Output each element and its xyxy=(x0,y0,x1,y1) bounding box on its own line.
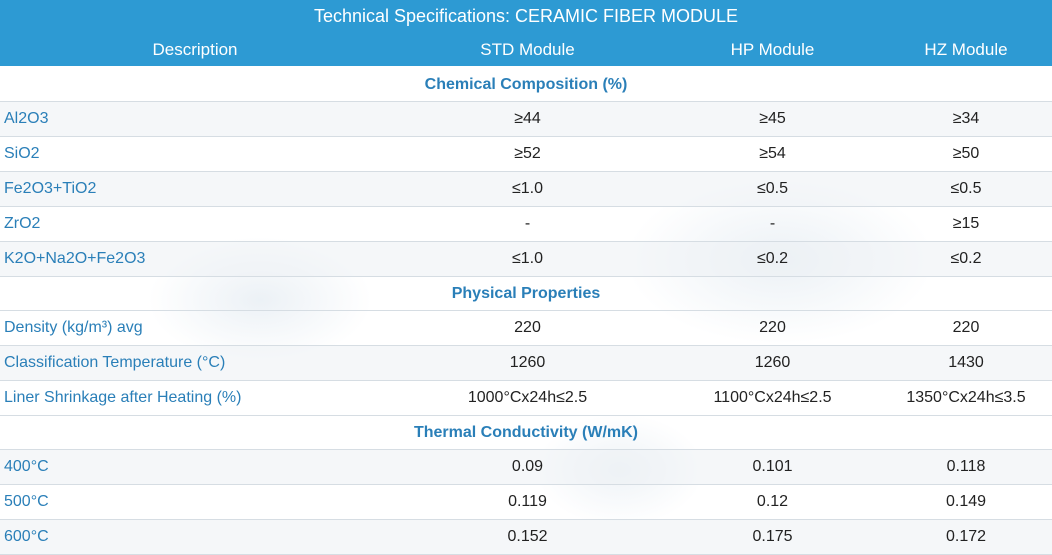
cell-hp: 0.101 xyxy=(665,449,880,485)
section-heading-row: Thermal Conductivity (W/mK) xyxy=(0,415,1052,450)
section-heading: Chemical Composition (%) xyxy=(0,67,1052,102)
cell-hp: 0.12 xyxy=(665,484,880,520)
table-title: Technical Specifications: CERAMIC FIBER … xyxy=(0,0,1052,33)
cell-std: ≥52 xyxy=(390,136,665,172)
row-description: 400°C xyxy=(0,449,390,485)
column-header-row: Description STD Module HP Module HZ Modu… xyxy=(0,33,1052,67)
row-description: Fe2O3+TiO2 xyxy=(0,171,390,207)
cell-std: 0.152 xyxy=(390,519,665,555)
cell-std: ≤1.0 xyxy=(390,171,665,207)
section-heading: Physical Properties xyxy=(0,276,1052,311)
cell-hz: 220 xyxy=(880,310,1052,346)
section-heading-row: Physical Properties xyxy=(0,276,1052,311)
table-row: Al2O3 ≥44 ≥45 ≥34 xyxy=(0,101,1052,137)
cell-std: 1000°Cx24h≤2.5 xyxy=(390,380,665,416)
cell-hz: ≥50 xyxy=(880,136,1052,172)
cell-hp: 220 xyxy=(665,310,880,346)
cell-std: - xyxy=(390,206,665,242)
table-row: Liner Shrinkage after Heating (%) 1000°C… xyxy=(0,380,1052,416)
cell-hp: - xyxy=(665,206,880,242)
row-description: SiO2 xyxy=(0,136,390,172)
row-description: 600°C xyxy=(0,519,390,555)
column-header-description: Description xyxy=(0,33,390,67)
cell-hp: 0.175 xyxy=(665,519,880,555)
cell-hz: 1430 xyxy=(880,345,1052,381)
section-heading-row: Chemical Composition (%) xyxy=(0,67,1052,102)
cell-hp: ≤0.2 xyxy=(665,241,880,277)
cell-hz: ≥34 xyxy=(880,101,1052,137)
cell-hp: ≤0.5 xyxy=(665,171,880,207)
column-header-hz: HZ Module xyxy=(880,33,1052,67)
column-header-std: STD Module xyxy=(390,33,665,67)
row-description: Liner Shrinkage after Heating (%) xyxy=(0,380,390,416)
cell-std: ≥44 xyxy=(390,101,665,137)
cell-hz: ≤0.2 xyxy=(880,241,1052,277)
cell-hp: ≥45 xyxy=(665,101,880,137)
cell-std: 220 xyxy=(390,310,665,346)
cell-std: 0.119 xyxy=(390,484,665,520)
column-header-hp: HP Module xyxy=(665,33,880,67)
table-row: 500°C 0.119 0.12 0.149 xyxy=(0,484,1052,520)
cell-hz: ≥15 xyxy=(880,206,1052,242)
row-description: Density (kg/m³) avg xyxy=(0,310,390,346)
table-row: 600°C 0.152 0.175 0.172 xyxy=(0,519,1052,555)
cell-std: 1260 xyxy=(390,345,665,381)
table-row: Fe2O3+TiO2 ≤1.0 ≤0.5 ≤0.5 xyxy=(0,171,1052,207)
cell-hp: ≥54 xyxy=(665,136,880,172)
row-description: Al2O3 xyxy=(0,101,390,137)
cell-std: 0.09 xyxy=(390,449,665,485)
cell-hz: 0.149 xyxy=(880,484,1052,520)
row-description: Classification Temperature (°C) xyxy=(0,345,390,381)
table-row: Classification Temperature (°C) 1260 126… xyxy=(0,345,1052,381)
cell-hz: ≤0.5 xyxy=(880,171,1052,207)
section-heading: Thermal Conductivity (W/mK) xyxy=(0,415,1052,450)
table-row: K2O+Na2O+Fe2O3 ≤1.0 ≤0.2 ≤0.2 xyxy=(0,241,1052,277)
cell-std: ≤1.0 xyxy=(390,241,665,277)
table-row: Density (kg/m³) avg 220 220 220 xyxy=(0,310,1052,346)
row-description: K2O+Na2O+Fe2O3 xyxy=(0,241,390,277)
cell-hp: 1100°Cx24h≤2.5 xyxy=(665,380,880,416)
cell-hp: 1260 xyxy=(665,345,880,381)
cell-hz: 0.118 xyxy=(880,449,1052,485)
table-title-row: Technical Specifications: CERAMIC FIBER … xyxy=(0,0,1052,33)
cell-hz: 0.172 xyxy=(880,519,1052,555)
row-description: 500°C xyxy=(0,484,390,520)
cell-hz: 1350°Cx24h≤3.5 xyxy=(880,380,1052,416)
table-row: ZrO2 - - ≥15 xyxy=(0,206,1052,242)
table-row: SiO2 ≥52 ≥54 ≥50 xyxy=(0,136,1052,172)
table-row: 400°C 0.09 0.101 0.118 xyxy=(0,449,1052,485)
row-description: ZrO2 xyxy=(0,206,390,242)
